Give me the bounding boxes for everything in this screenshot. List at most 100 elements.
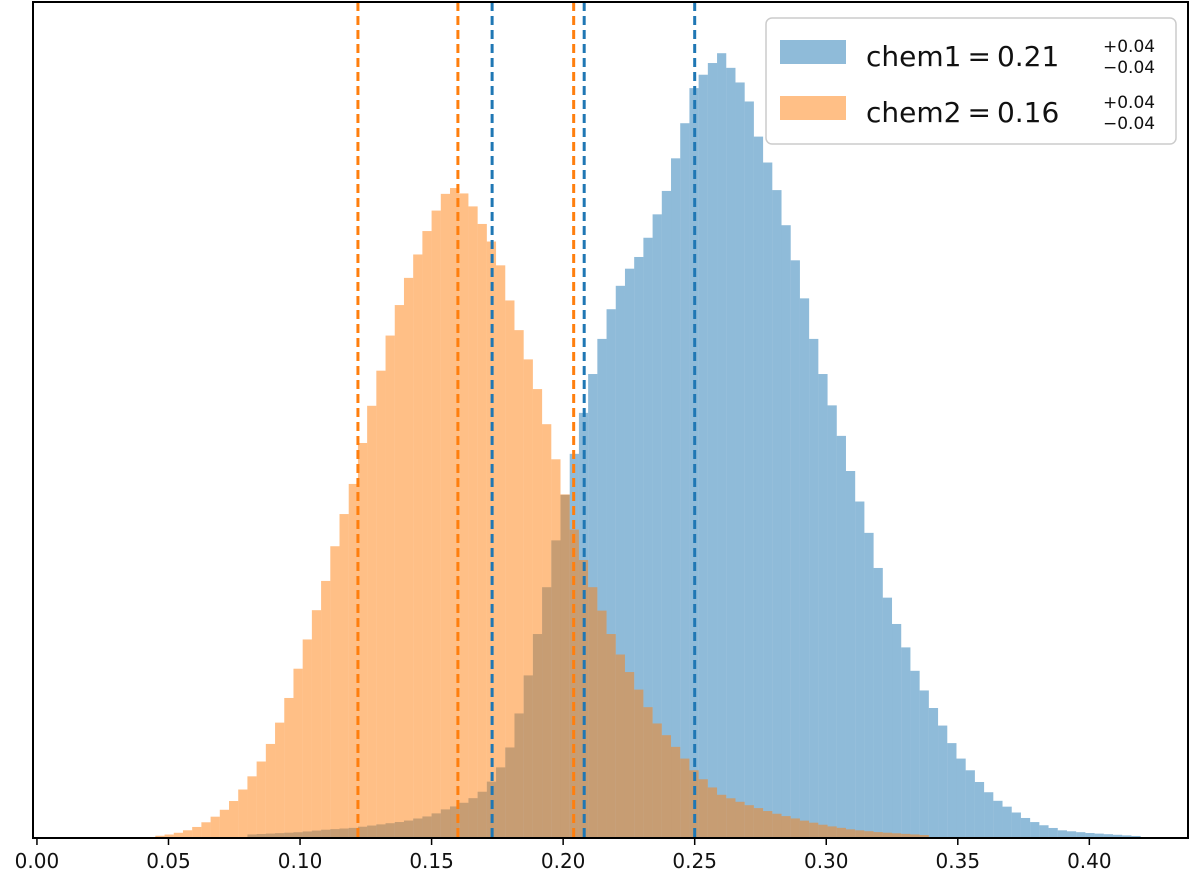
histogram-bar-chem1-65	[845, 471, 856, 838]
histogram-bar-chem2-16	[302, 639, 312, 838]
histogram-bar-chem2-60	[707, 787, 718, 838]
histogram-bar-chem1-63	[827, 405, 837, 838]
histogram-bar-chem1-76	[947, 743, 957, 838]
histogram-bar-chem2-79	[882, 832, 893, 838]
histogram-bar-chem1-77	[956, 758, 966, 838]
histogram-bar-chem1-87	[1048, 827, 1058, 838]
histogram-bar-chem1-54	[744, 101, 754, 839]
legend-value-chem1: 0.21	[997, 40, 1059, 73]
histogram-bar-chem1-56	[763, 162, 773, 838]
histogram-bar-chem1-89	[1066, 831, 1077, 838]
histogram-bar-chem1-50	[707, 63, 718, 838]
x-tick-label-7: 0.35	[936, 849, 981, 873]
histogram-bar-chem2-3	[182, 830, 193, 838]
histogram-bar-chem1-58	[781, 225, 791, 838]
series-chem2-bars	[155, 188, 929, 839]
plot-frame	[32, 1, 1189, 839]
histogram-bar-chem2-49	[606, 634, 616, 838]
histogram-bar-chem1-43	[643, 237, 653, 838]
histogram-bar-chem1-96	[1131, 835, 1141, 838]
histogram-bar-chem2-33	[459, 193, 469, 838]
histogram-bar-chem1-51	[717, 53, 727, 838]
histogram-bar-chem2-25	[385, 335, 395, 838]
histogram-bar-chem2-39	[514, 330, 524, 838]
histogram-bar-chem1-81	[993, 800, 1003, 838]
histogram-bar-chem1-66	[855, 501, 865, 838]
legend-sup-chem1: +0.04	[1103, 37, 1155, 57]
histogram-bar-chem2-61	[717, 794, 727, 838]
histogram-bar-chem2-28	[413, 254, 423, 839]
histogram-bar-chem1-67	[864, 532, 874, 838]
histogram-bar-chem2-68	[781, 816, 791, 838]
histogram-bar-chem2-40	[523, 359, 533, 838]
x-tick-label-8: 0.40	[1067, 849, 1112, 873]
histogram-bar-chem1-94	[1113, 834, 1123, 838]
histogram-bar-chem2-30	[431, 210, 441, 838]
histogram-bar-chem1-70	[892, 623, 902, 838]
histogram-bar-chem2-46	[578, 560, 589, 838]
histogram-bar-chem2-31	[440, 193, 451, 839]
histogram-bar-chem2-24	[376, 370, 386, 838]
histogram-bar-chem2-26	[394, 305, 404, 838]
histogram-bar-chem2-80	[892, 833, 902, 838]
histogram-bar-chem2-44	[560, 494, 570, 838]
histogram-bar-chem2-1	[164, 834, 174, 838]
histogram-bar-chem2-7	[219, 809, 230, 838]
histogram-bar-chem1-79	[974, 781, 985, 838]
histogram-bar-chem1-41	[624, 268, 635, 838]
histogram-bar-chem1-68	[873, 567, 883, 838]
histogram-bar-chem1-60	[799, 298, 810, 838]
histogram-bar-chem2-21	[348, 483, 358, 838]
histogram-bar-chem1-45	[661, 190, 672, 838]
histogram-bar-chem1-90	[1076, 832, 1086, 838]
histogram-bar-chem2-65	[753, 808, 764, 838]
histogram-bar-chem2-82	[910, 834, 920, 838]
histogram-bar-chem2-70	[799, 820, 810, 838]
histogram-bar-chem1-47	[680, 123, 690, 839]
histogram-bar-chem2-23	[367, 405, 377, 838]
histogram-bar-chem2-64	[744, 805, 754, 838]
histogram-bar-chem2-17	[311, 610, 322, 838]
histogram-bar-chem2-6	[210, 816, 220, 838]
histogram-bar-chem1-62	[818, 374, 828, 838]
histogram-bar-chem2-12	[265, 743, 276, 838]
histogram-bar-chem2-45	[569, 529, 579, 838]
histogram-bar-chem1-92	[1094, 833, 1104, 838]
histogram-bar-chem2-29	[422, 231, 432, 838]
legend: chem1 = 0.21 +0.04 −0.04 chem2 = 0.16 +0.04 …	[765, 17, 1177, 145]
histogram-bar-chem2-11	[256, 761, 266, 838]
x-tick-label-3: 0.15	[409, 849, 454, 873]
histogram-bar-chem2-4	[192, 826, 202, 838]
histogram-bar-chem2-74	[836, 827, 846, 838]
histogram-bar-chem2-27	[403, 277, 414, 838]
histogram-bar-chem1-88	[1057, 830, 1067, 838]
histogram-bar-chem2-72	[818, 824, 828, 838]
histogram-bar-chem2-5	[201, 822, 211, 838]
histogram-bar-chem1-74	[928, 708, 939, 838]
histogram-bar-chem1-46	[671, 158, 681, 838]
legend-name-chem1: chem1	[866, 40, 961, 73]
histogram-bar-chem2-63	[735, 801, 745, 838]
legend-value-chem2: 0.16	[997, 96, 1059, 129]
histogram-bar-chem2-77	[864, 831, 874, 838]
histogram-bar-chem2-76	[855, 830, 865, 838]
histogram-bar-chem2-14	[284, 697, 294, 838]
legend-swatch-chem1	[780, 40, 846, 64]
histogram-bar-chem2-54	[652, 723, 662, 838]
histogram-bar-chem1-57	[772, 190, 782, 839]
histogram-bar-chem2-78	[873, 832, 883, 838]
legend-label-chem1: chem1 = 0.21	[866, 40, 1059, 73]
histogram-bar-chem2-57	[680, 758, 690, 838]
histogram-bar-chem2-48	[597, 610, 607, 838]
histogram-bar-chem2-43	[551, 459, 561, 838]
histogram-bar-chem2-50	[615, 654, 625, 838]
histogram-bar-chem1-91	[1085, 833, 1095, 838]
histogram-bar-chem1-93	[1103, 834, 1114, 838]
histogram-bar-chem2-32	[450, 188, 460, 838]
histogram-bar-chem1-73	[919, 690, 929, 838]
histogram-bar-chem1-52	[726, 67, 736, 839]
histogram-bar-chem1-82	[1002, 806, 1012, 838]
histogram-bar-chem1-44	[652, 214, 662, 839]
histogram-bar-chem2-18	[321, 580, 331, 838]
histogram-bar-chem1-86	[1039, 825, 1049, 838]
